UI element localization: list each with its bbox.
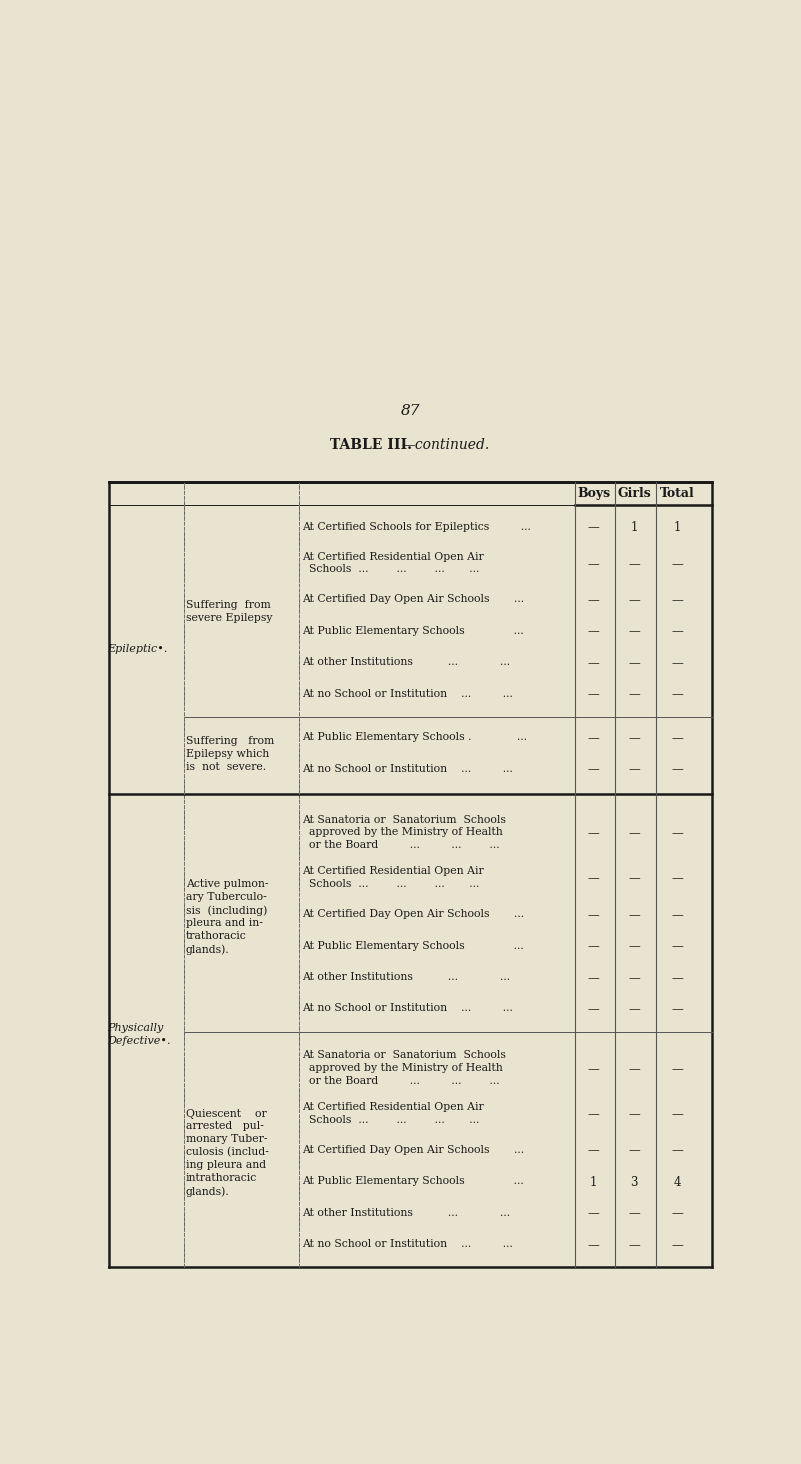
Text: —: — [628,688,640,701]
Text: At Public Elementary Schools              ...: At Public Elementary Schools ... [302,941,524,950]
Text: —: — [588,521,599,534]
Text: —: — [628,732,640,745]
Text: 4: 4 [674,1176,681,1189]
Text: —: — [671,873,683,886]
Text: —: — [671,594,683,608]
Text: —: — [628,827,640,840]
Text: —: — [671,1239,683,1252]
Text: —: — [588,1239,599,1252]
Text: —: — [671,558,683,571]
Text: At no School or Institution    ...         ...: At no School or Institution ... ... [302,1003,513,1013]
Text: —: — [588,594,599,608]
Text: At Certified Day Open Air Schools       ...: At Certified Day Open Air Schools ... [302,594,524,605]
Text: —: — [671,1063,683,1076]
Text: —: — [671,1145,683,1158]
Text: 3: 3 [630,1176,638,1189]
Text: —: — [671,1208,683,1221]
Text: At Certified Residential Open Air
  Schools  ...        ...        ...       ...: At Certified Residential Open Air School… [302,867,484,889]
Text: —: — [628,972,640,985]
Text: —: — [628,940,640,953]
Text: —: — [628,1063,640,1076]
Text: Active pulmon-
ary Tuberculo-
sis  (including)
pleura and in-
trathoracic
glands: Active pulmon- ary Tuberculo- sis (inclu… [186,880,268,955]
Text: —: — [671,657,683,671]
Text: —: — [671,625,683,638]
Text: Epileptic•.: Epileptic•. [107,644,168,654]
Text: —: — [671,1003,683,1016]
Text: Total: Total [660,488,694,501]
Text: —: — [628,1108,640,1121]
Text: Suffering  from
severe Epilepsy: Suffering from severe Epilepsy [186,600,272,622]
Text: At Certified Day Open Air Schools       ...: At Certified Day Open Air Schools ... [302,1145,524,1155]
Text: —: — [671,732,683,745]
Text: Physically
Defective•.: Physically Defective•. [107,1023,171,1047]
Text: At Certified Day Open Air Schools       ...: At Certified Day Open Air Schools ... [302,909,524,919]
Text: 87: 87 [400,404,421,419]
Text: —: — [628,625,640,638]
Text: —: — [588,873,599,886]
Text: —: — [588,1208,599,1221]
Text: At Certified Schools for Epileptics         ...: At Certified Schools for Epileptics ... [302,521,531,531]
Text: —: — [671,1108,683,1121]
Text: At Public Elementary Schools              ...: At Public Elementary Schools ... [302,1176,524,1186]
Text: —: — [588,732,599,745]
Text: At Sanatoria or  Sanatorium  Schools
  approved by the Ministry of Health
  or t: At Sanatoria or Sanatorium Schools appro… [302,814,505,851]
Text: —: — [588,1145,599,1158]
Text: —: — [588,1108,599,1121]
Text: —: — [588,558,599,571]
Text: —: — [588,1003,599,1016]
Text: At no School or Institution    ...         ...: At no School or Institution ... ... [302,688,513,698]
Text: —: — [588,909,599,922]
Text: At other Institutions          ...            ...: At other Institutions ... ... [302,972,510,982]
Text: —: — [628,909,640,922]
Text: —: — [671,909,683,922]
Text: —: — [588,827,599,840]
Text: 1: 1 [590,1176,598,1189]
Text: —: — [628,1239,640,1252]
Text: Suffering   from
Epilepsy which
is  not  severe.: Suffering from Epilepsy which is not sev… [186,736,274,772]
Text: —: — [671,688,683,701]
Text: 1: 1 [630,521,638,534]
Text: At no School or Institution    ...         ...: At no School or Institution ... ... [302,1239,513,1249]
Text: At no School or Institution    ...         ...: At no School or Institution ... ... [302,764,513,774]
Text: At Sanatoria or  Sanatorium  Schools
  approved by the Ministry of Health
  or t: At Sanatoria or Sanatorium Schools appro… [302,1050,505,1086]
Text: Boys: Boys [577,488,610,501]
Text: At Certified Residential Open Air
  Schools  ...        ...        ...       ...: At Certified Residential Open Air School… [302,552,484,574]
Text: —: — [588,940,599,953]
Text: —: — [588,688,599,701]
Text: —: — [628,873,640,886]
Text: —: — [628,657,640,671]
Text: At Public Elementary Schools              ...: At Public Elementary Schools ... [302,625,524,635]
Text: —: — [628,1003,640,1016]
Text: 1: 1 [674,521,681,534]
Text: —: — [628,1145,640,1158]
Text: At other Institutions          ...            ...: At other Institutions ... ... [302,657,510,668]
Text: At Certified Residential Open Air
  Schools  ...        ...        ...       ...: At Certified Residential Open Air School… [302,1102,484,1124]
Text: —continued.: —continued. [401,438,489,452]
Text: At Public Elementary Schools .             ...: At Public Elementary Schools . ... [302,732,527,742]
Text: —: — [671,972,683,985]
Text: —: — [628,558,640,571]
Text: —: — [628,763,640,776]
Text: —: — [671,763,683,776]
Text: At other Institutions          ...            ...: At other Institutions ... ... [302,1208,510,1218]
Text: —: — [671,940,683,953]
Text: Girls: Girls [617,488,651,501]
Text: —: — [588,763,599,776]
Text: —: — [588,657,599,671]
Text: —: — [588,625,599,638]
Text: —: — [628,1208,640,1221]
Text: —: — [671,827,683,840]
Text: —: — [588,1063,599,1076]
Text: —: — [588,972,599,985]
Text: —: — [628,594,640,608]
Text: TABLE III.: TABLE III. [330,438,412,452]
Text: Quiescent    or
arrested   pul-
monary Tuber-
culosis (includ-
ing pleura and
in: Quiescent or arrested pul- monary Tuber-… [186,1108,268,1196]
